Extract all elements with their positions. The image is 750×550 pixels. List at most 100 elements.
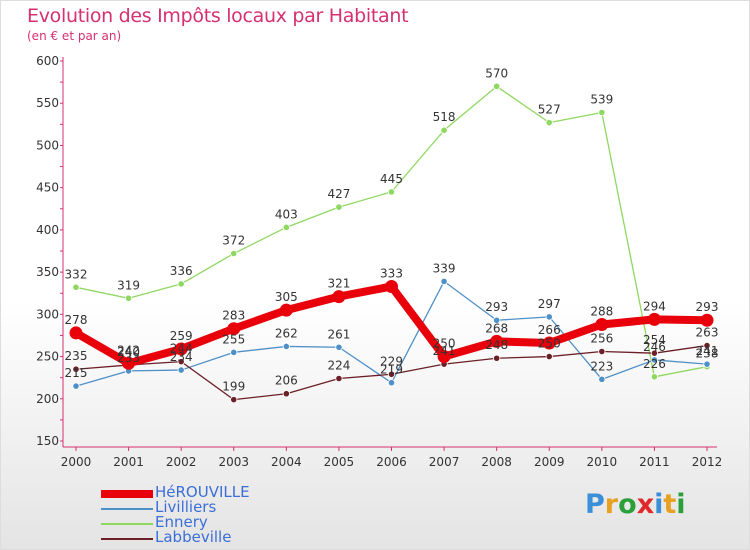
data-label: 263: [696, 326, 719, 340]
data-label: 224: [327, 359, 350, 373]
data-label: 305: [275, 290, 298, 304]
data-point: [279, 303, 293, 317]
data-label: 336: [170, 264, 193, 278]
data-label: 332: [65, 267, 88, 281]
data-label: 254: [643, 333, 666, 347]
legend-swatch: [101, 523, 153, 525]
data-label: 266: [538, 323, 561, 337]
data-point: [282, 223, 290, 231]
data-point: [335, 203, 343, 211]
data-label: 283: [222, 309, 245, 323]
data-point: [595, 317, 609, 331]
data-point: [72, 365, 80, 373]
chart-subtitle: (en € et par an): [27, 29, 122, 43]
data-point: [332, 290, 346, 304]
data-label: 246: [643, 340, 666, 354]
proxiti-logo: Proxiti: [585, 489, 686, 520]
data-point: [387, 379, 396, 387]
data-point: [440, 126, 448, 134]
x-tick-label: 2004: [271, 455, 302, 469]
logo-letter: P: [585, 489, 605, 520]
legend-label: Ennery: [155, 513, 208, 531]
data-point: [335, 374, 343, 383]
y-tick-label: 250: [36, 350, 59, 364]
data-label: 234: [170, 350, 193, 364]
data-label: 372: [222, 234, 245, 248]
data-point: [703, 341, 711, 350]
data-point: [493, 316, 501, 324]
data-label: 199: [222, 380, 245, 394]
data-label: 288: [590, 304, 613, 318]
data-label: 403: [275, 207, 298, 221]
data-point: [387, 188, 396, 196]
y-tick-label: 300: [36, 307, 59, 321]
data-label: 321: [327, 277, 350, 291]
data-label: 223: [590, 359, 613, 373]
logo-letter: i: [676, 489, 686, 520]
legend-label: HéROUVILLE: [155, 483, 250, 501]
data-label: 215: [65, 366, 88, 380]
legend-label: Livilliers: [155, 498, 217, 516]
data-label: 539: [590, 93, 613, 107]
data-point: [72, 283, 80, 291]
data-point: [703, 360, 711, 368]
data-label: 240: [117, 345, 140, 359]
data-label: 226: [643, 357, 666, 371]
y-tick-label: 150: [36, 434, 59, 448]
y-tick-label: 350: [36, 265, 59, 279]
legend-swatch: [101, 508, 153, 510]
legend-swatch: [101, 490, 153, 498]
logo-letter: x: [636, 489, 655, 520]
x-tick-label: 2001: [113, 455, 144, 469]
data-point: [387, 370, 396, 378]
data-point: [69, 326, 83, 340]
data-point: [72, 382, 80, 390]
data-point: [542, 336, 556, 350]
data-point: [545, 119, 553, 127]
data-label: 278: [65, 313, 88, 327]
data-label: 242: [117, 343, 140, 357]
data-label: 445: [380, 172, 403, 186]
data-label: 570: [485, 66, 508, 80]
y-tick-label: 500: [36, 138, 59, 152]
data-label: 518: [433, 110, 456, 124]
data-point: [177, 358, 185, 366]
logo-letter: o: [618, 489, 637, 520]
data-label: 229: [380, 354, 403, 368]
x-tick-label: 2005: [324, 455, 355, 469]
data-point: [598, 375, 606, 383]
data-label: 427: [327, 187, 350, 201]
data-label: 238: [696, 347, 719, 361]
data-point: [598, 347, 606, 356]
data-point: [174, 342, 188, 356]
data-label: 235: [65, 349, 88, 363]
data-label: 244: [170, 342, 193, 356]
data-label: 241: [696, 344, 719, 358]
data-point: [437, 350, 451, 364]
data-point: [385, 279, 398, 293]
data-point: [124, 294, 133, 302]
x-tick-label: 2009: [534, 455, 565, 469]
x-tick-label: 2007: [429, 455, 460, 469]
data-point: [647, 312, 661, 326]
y-tick-label: 550: [36, 96, 59, 110]
y-tick-label: 200: [36, 392, 59, 406]
x-tick-label: 2006: [376, 455, 407, 469]
data-label: 333: [380, 266, 403, 280]
data-label: 293: [485, 300, 508, 314]
data-label: 250: [433, 337, 456, 351]
data-label: 262: [275, 326, 298, 340]
legend-label: Labbeville: [155, 528, 232, 546]
chart-title: Evolution des Impôts locaux par Habitant: [27, 5, 409, 27]
data-point: [227, 322, 241, 336]
data-label: 219: [380, 363, 403, 377]
data-point: [493, 354, 501, 362]
data-point: [230, 396, 238, 404]
data-label: 261: [327, 327, 350, 341]
x-tick-label: 2000: [61, 455, 92, 469]
data-label: 248: [485, 338, 508, 352]
x-tick-label: 2002: [166, 455, 197, 469]
logo-letter: i: [654, 489, 664, 520]
data-label: 268: [485, 321, 508, 335]
